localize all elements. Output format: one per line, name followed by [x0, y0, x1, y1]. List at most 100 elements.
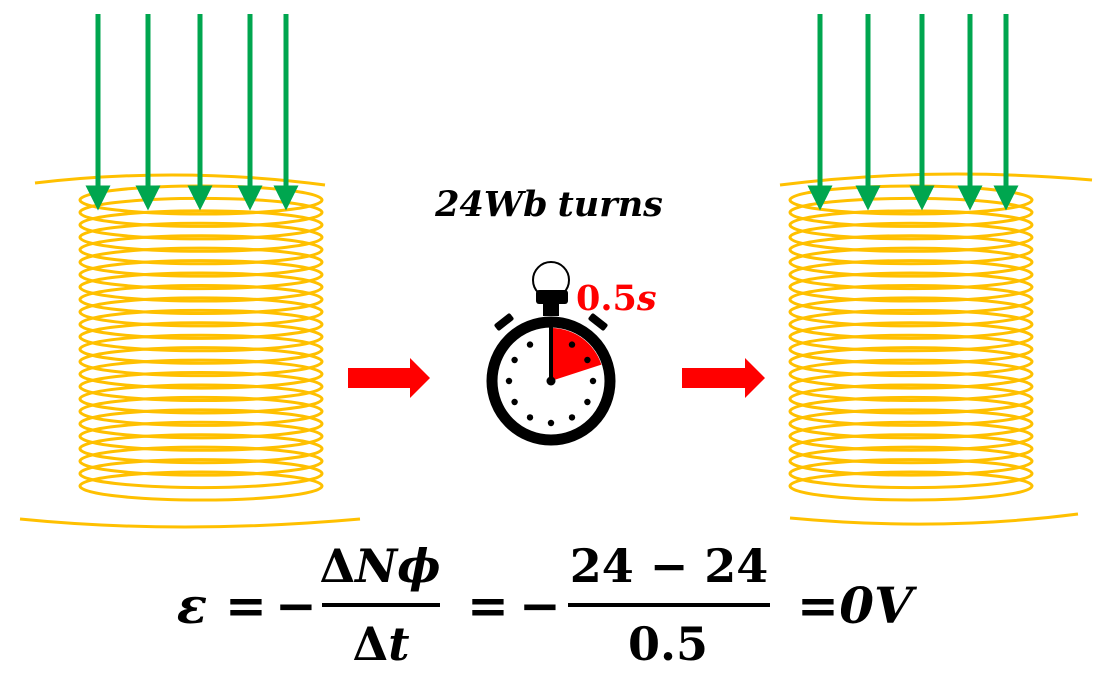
coil-loop: [78, 209, 324, 241]
coil-loop: [788, 296, 1034, 328]
coil-right-loops: [788, 184, 1034, 502]
flux-value: 24: [434, 184, 484, 225]
stopwatch-dot: [511, 398, 518, 406]
numerator-phi: ϕ: [397, 539, 440, 593]
coil-loop: [788, 209, 1034, 241]
coil-left-lead-bottom: [19, 517, 361, 529]
equals-sign-1: =: [225, 576, 267, 635]
fraction-1-numerator: ΔNϕ: [319, 539, 440, 593]
stopwatch-dot: [547, 419, 555, 427]
flux-label: 24Wb turns: [434, 184, 663, 225]
timer-label: 0.5s: [576, 278, 657, 319]
coil-loop: [788, 383, 1034, 415]
coil-loop: [788, 271, 1034, 303]
field-arrows-left: [85, 14, 299, 211]
coil-loop: [788, 346, 1034, 378]
coil-loop: [788, 433, 1034, 465]
stopwatch-dots: [505, 341, 597, 427]
coil-loop: [78, 395, 324, 427]
field-arrows-right: [807, 14, 1019, 211]
coil-loop: [788, 470, 1034, 502]
coil-loop: [788, 221, 1034, 253]
coil-left-loops: [78, 184, 324, 502]
coil-loop: [788, 234, 1034, 266]
coil-loop: [78, 433, 324, 465]
coil-loop: [78, 333, 324, 365]
stopwatch-dot: [589, 377, 597, 385]
coil-loop: [788, 259, 1034, 291]
coil-loop: [78, 408, 324, 440]
stopwatch-dot: [584, 356, 591, 364]
timer-value: 0.5: [576, 278, 637, 319]
coil-loop: [78, 283, 324, 315]
denominator-delta: Δ: [353, 617, 389, 671]
stopwatch-crown: [536, 290, 568, 304]
flux-word: turns: [558, 184, 663, 225]
coil-loop: [78, 321, 324, 353]
stopwatch-pivot: [546, 376, 556, 386]
stopwatch-stem: [543, 302, 559, 316]
numerator-n: N: [353, 539, 399, 593]
coil-loop: [788, 246, 1034, 278]
coil-loop: [78, 234, 324, 266]
coil-loop: [788, 371, 1034, 403]
numerator-delta: Δ: [319, 539, 355, 593]
fraction-1-denominator: Δt: [353, 617, 410, 671]
fraction-2-numerator: 24 − 24: [570, 539, 769, 593]
coil-left-lead-top: [34, 173, 326, 187]
stopwatch-icon: [486, 261, 616, 446]
coil-loop: [78, 358, 324, 390]
coil-loop: [788, 395, 1034, 427]
stopwatch-dot: [526, 414, 534, 421]
coil-loop: [78, 383, 324, 415]
coil-loop: [788, 321, 1034, 353]
elapsed-sector: [551, 328, 602, 381]
stopwatch-dot: [526, 341, 534, 348]
stopwatch-dot: [511, 356, 518, 364]
coil-right-lead-bottom: [789, 512, 1079, 526]
coil-loop: [78, 458, 324, 490]
coil-loop: [78, 259, 324, 291]
emf-result: 0V: [839, 576, 918, 635]
coil-right-lead-top: [779, 172, 1093, 187]
stopwatch-dot: [584, 398, 591, 406]
stopwatch-right-button: [588, 313, 608, 331]
coil-loop: [788, 458, 1034, 490]
coil-loop: [78, 346, 324, 378]
coil-left: [19, 173, 361, 529]
coil-loop: [78, 371, 324, 403]
timer-unit: s: [636, 278, 657, 319]
coil-loop: [78, 470, 324, 502]
coil-loop: [78, 246, 324, 278]
coil-loop: [788, 445, 1034, 477]
coil-loop: [788, 358, 1034, 390]
emf-symbol: ε: [177, 576, 207, 635]
equals-sign-2: =: [467, 576, 509, 635]
stopwatch-dot: [505, 377, 513, 385]
stopwatch-dot: [568, 341, 576, 348]
coil-loop: [78, 221, 324, 253]
coil-loop: [78, 420, 324, 452]
coil-loop: [78, 308, 324, 340]
minus-sign-1: −: [275, 576, 317, 635]
flux-unit: Wb: [484, 184, 548, 225]
equals-sign-3: =: [797, 576, 839, 635]
fraction-2-denominator: 0.5: [628, 617, 708, 671]
right-arrow-icon: [682, 358, 765, 398]
stopwatch-left-button: [494, 313, 514, 331]
coil-loop: [788, 420, 1034, 452]
right-arrow-icon: [348, 358, 430, 398]
coil-loop: [788, 333, 1034, 365]
coil-loop: [788, 283, 1034, 315]
stopwatch-dot: [568, 414, 576, 421]
coil-loop: [788, 408, 1034, 440]
coil-loop: [788, 308, 1034, 340]
coil-right: [779, 172, 1093, 526]
emf-equation: ε = − ΔNϕ Δt = − 24 − 24 0.5 = 0V: [177, 539, 918, 671]
minus-sign-2: −: [519, 576, 561, 635]
coil-loop: [78, 445, 324, 477]
coil-loop: [78, 296, 324, 328]
coil-loop: [78, 271, 324, 303]
denominator-t: t: [388, 617, 409, 671]
